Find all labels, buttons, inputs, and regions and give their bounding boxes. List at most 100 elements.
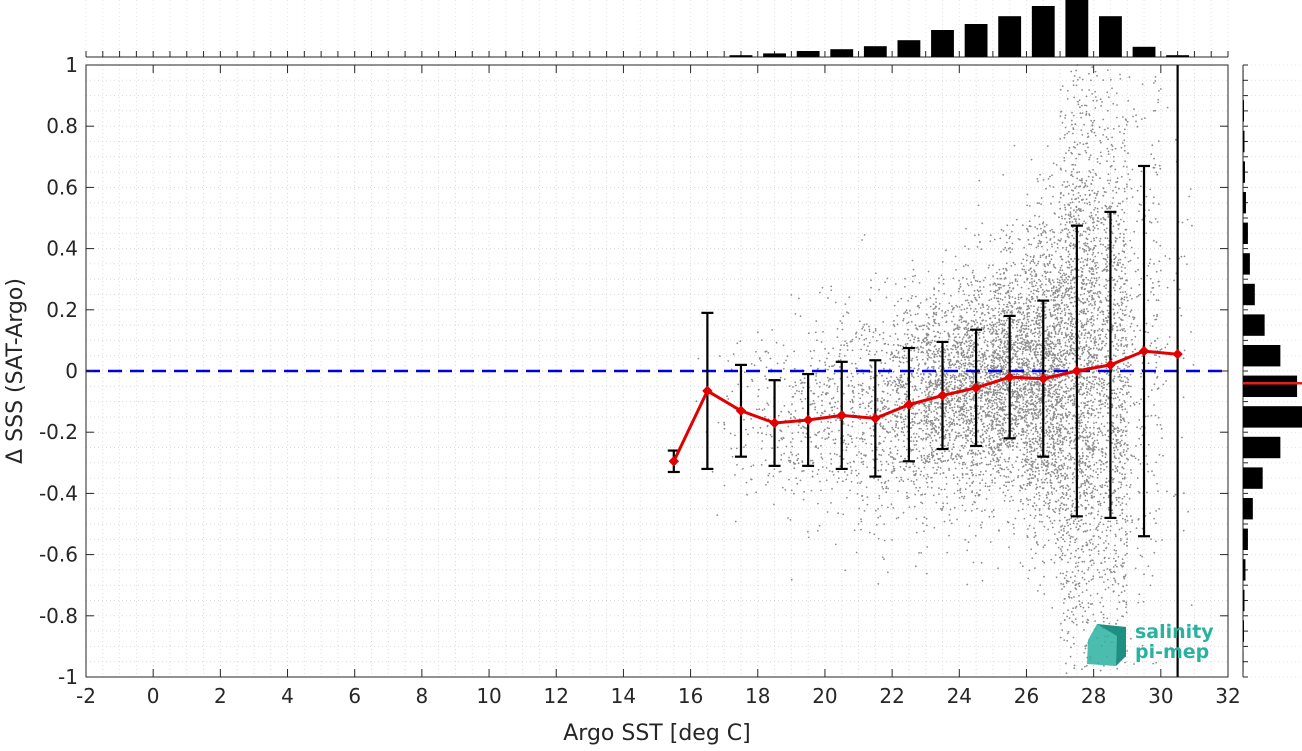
scatter-point xyxy=(864,234,866,236)
scatter-point xyxy=(869,331,871,333)
scatter-point xyxy=(1001,453,1003,455)
scatter-point xyxy=(896,433,898,435)
scatter-point xyxy=(889,431,891,433)
scatter-point xyxy=(982,361,984,363)
scatter-point xyxy=(861,437,863,439)
scatter-point xyxy=(990,342,992,344)
scatter-point xyxy=(964,539,966,541)
scatter-point xyxy=(827,377,829,379)
scatter-point xyxy=(998,409,1000,411)
scatter-point xyxy=(1031,357,1033,359)
scatter-point xyxy=(1029,499,1031,501)
scatter-point xyxy=(1055,434,1057,436)
scatter-point xyxy=(950,377,952,379)
scatter-point xyxy=(795,477,797,479)
scatter-point xyxy=(933,360,935,362)
scatter-point xyxy=(950,348,952,350)
scatter-point xyxy=(1055,542,1057,544)
scatter-point xyxy=(958,291,960,293)
scatter-point xyxy=(933,389,935,391)
scatter-point xyxy=(822,391,824,393)
scatter-point xyxy=(1001,409,1003,411)
scatter-point xyxy=(913,483,915,485)
scatter-point xyxy=(1050,203,1052,205)
scatter-point xyxy=(993,325,995,327)
scatter-point xyxy=(970,356,972,358)
scatter-point xyxy=(1035,332,1037,334)
scatter-point xyxy=(1056,478,1058,480)
scatter-point xyxy=(960,283,962,285)
scatter-point xyxy=(1027,578,1029,580)
scatter-point xyxy=(810,365,812,367)
scatter-point xyxy=(1057,388,1059,390)
scatter-point xyxy=(842,315,844,317)
scatter-point xyxy=(1051,258,1053,260)
scatter-point xyxy=(990,367,992,369)
scatter-point xyxy=(993,428,995,430)
scatter-point xyxy=(719,355,721,357)
scatter-point xyxy=(819,382,821,384)
scatter-point xyxy=(954,340,956,342)
scatter-point xyxy=(993,365,995,367)
scatter-point xyxy=(983,325,985,327)
scatter-point xyxy=(1046,242,1048,244)
scatter-point xyxy=(972,504,974,506)
scatter-point xyxy=(968,323,970,325)
scatter-point xyxy=(1003,230,1005,232)
scatter-point xyxy=(945,321,947,323)
scatter-point xyxy=(977,392,979,394)
scatter-point xyxy=(976,463,978,465)
scatter-point xyxy=(910,440,912,442)
scatter-point xyxy=(906,323,908,325)
scatter-point xyxy=(1049,365,1051,367)
scatter-point xyxy=(991,403,993,405)
scatter-point xyxy=(1027,372,1029,374)
scatter-point xyxy=(767,352,769,354)
scatter-point xyxy=(999,319,1001,321)
scatter-point xyxy=(1012,353,1014,355)
scatter-point xyxy=(1043,482,1045,484)
scatter-point xyxy=(934,319,936,321)
scatter-point xyxy=(913,413,915,415)
scatter-point xyxy=(983,327,985,329)
scatter-point xyxy=(953,420,955,422)
scatter-point xyxy=(931,420,933,422)
scatter-point xyxy=(1036,487,1038,489)
scatter-point xyxy=(1000,407,1002,409)
scatter-point xyxy=(915,314,917,316)
scatter-point xyxy=(1030,453,1032,455)
scatter-point xyxy=(987,413,989,415)
scatter-point xyxy=(804,382,806,384)
scatter-point xyxy=(1055,331,1057,333)
scatter-point xyxy=(1008,447,1010,449)
scatter-point xyxy=(1013,429,1015,431)
scatter-point xyxy=(935,312,937,314)
scatter-point xyxy=(1035,553,1037,555)
scatter-point xyxy=(918,428,920,430)
scatter-point xyxy=(895,420,897,422)
scatter-point xyxy=(917,305,919,307)
scatter-point xyxy=(1058,436,1060,438)
scatter-point xyxy=(1008,458,1010,460)
scatter-point xyxy=(767,481,769,483)
scatter-point xyxy=(1059,513,1061,515)
scatter-point xyxy=(759,357,761,359)
scatter-point xyxy=(1026,435,1028,437)
scatter-point xyxy=(938,282,940,284)
scatter-point xyxy=(898,351,900,353)
scatter-point xyxy=(975,299,977,301)
scatter-point xyxy=(1033,527,1035,529)
scatter-point xyxy=(888,454,890,456)
scatter-point xyxy=(1023,383,1025,385)
scatter-point xyxy=(898,392,900,394)
scatter-point xyxy=(956,400,958,402)
scatter-point xyxy=(883,399,885,401)
scatter-point xyxy=(867,345,869,347)
scatter-point xyxy=(953,423,955,425)
scatter-point xyxy=(1027,504,1029,506)
scatter-point xyxy=(1052,426,1054,428)
scatter-point xyxy=(1028,373,1030,375)
scatter-point xyxy=(953,307,955,309)
scatter-point xyxy=(1053,162,1055,164)
scatter-point xyxy=(1016,420,1018,422)
